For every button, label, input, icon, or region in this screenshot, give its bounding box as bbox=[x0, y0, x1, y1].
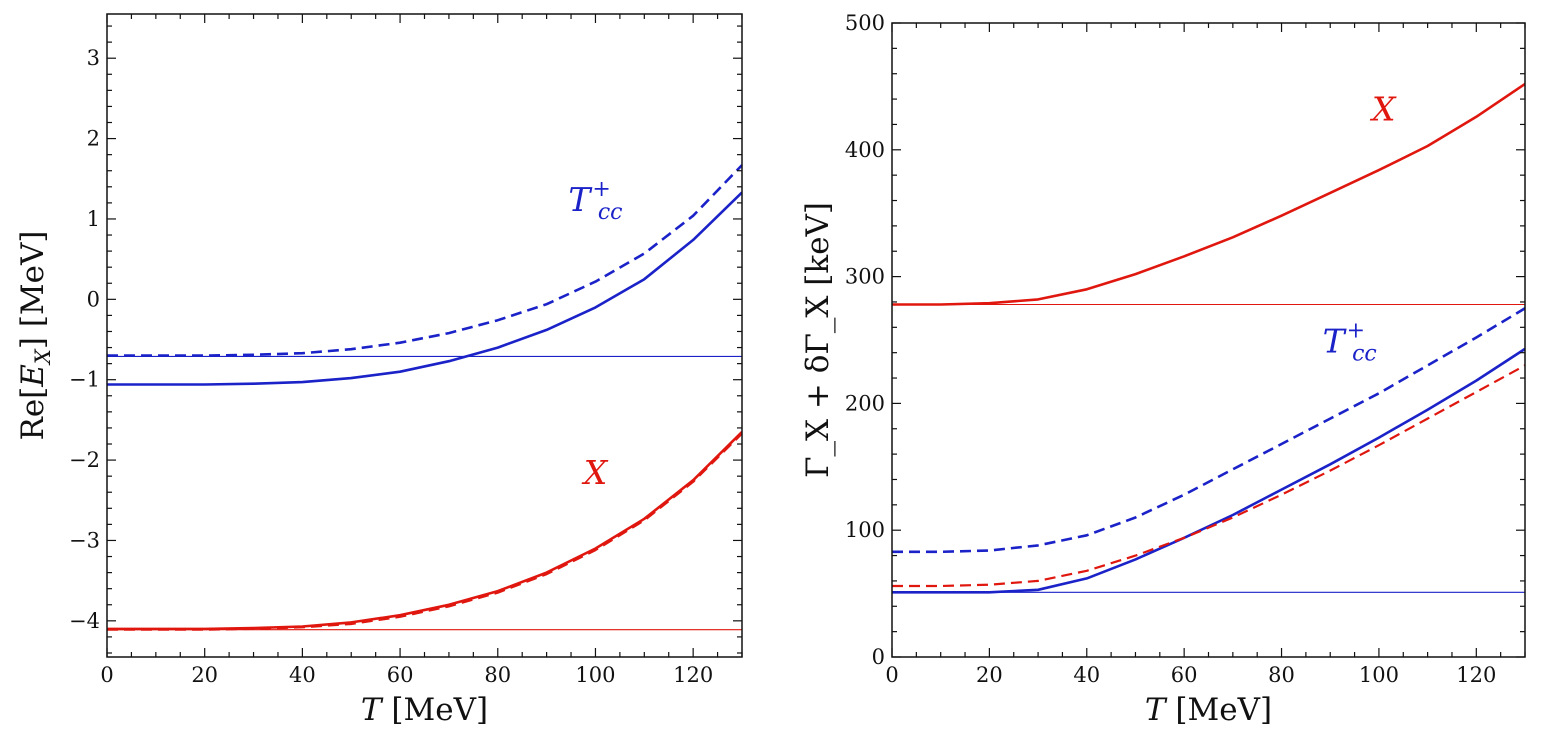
x-tick-label: 60 bbox=[1171, 663, 1198, 687]
series-label-x: X bbox=[581, 453, 609, 492]
x-axis-title: T [MeV] bbox=[361, 692, 488, 728]
x-tick-label: 100 bbox=[575, 663, 615, 687]
series-line-x-solid bbox=[107, 430, 742, 631]
series-line-tcc-solid bbox=[107, 191, 742, 386]
y-tick-label: 300 bbox=[845, 265, 885, 289]
series-label-tcc: T+ cc bbox=[1323, 319, 1377, 367]
y-axis-title: Re[EX] [MeV] bbox=[15, 231, 55, 441]
y-tick-label: −4 bbox=[69, 609, 100, 633]
y-axis-title: Γ_X + δΓ_X [keV] bbox=[800, 202, 836, 478]
x-tick-label: 80 bbox=[1268, 663, 1295, 687]
y-tick-label: 3 bbox=[87, 46, 100, 70]
series-label-tcc: T+ cc bbox=[568, 177, 622, 225]
y-tick-label: 400 bbox=[845, 138, 885, 162]
x-tick-label: 0 bbox=[100, 663, 113, 687]
series-label-x: X bbox=[1369, 90, 1397, 129]
y-tick-label: −2 bbox=[69, 448, 100, 472]
y-tick-label: 500 bbox=[845, 11, 885, 35]
y-tick-label: 100 bbox=[845, 518, 885, 542]
x-tick-label: 80 bbox=[484, 663, 511, 687]
x-tick-label: 40 bbox=[289, 663, 316, 687]
plot-frame bbox=[891, 22, 1526, 658]
x-tick-label: 120 bbox=[1456, 663, 1496, 687]
right-panel-width: 0 20 40 60 80 100 120 0 100 200 300 400 500 T [MeV] Γ_… bbox=[800, 11, 1526, 728]
left-panel-energy: 0 20 40 60 80 100 120 −4 −3 −2 −1 0 1 2 3 T [MeV] Re[EX]… bbox=[15, 13, 743, 728]
x-tick-label: 120 bbox=[673, 663, 713, 687]
x-tick-label: 0 bbox=[885, 663, 898, 687]
x-tick-label: 40 bbox=[1073, 663, 1100, 687]
x-tick-label: 20 bbox=[191, 663, 218, 687]
plot-area bbox=[107, 164, 742, 631]
x-tick-label: 60 bbox=[387, 663, 414, 687]
y-tick-label: 200 bbox=[845, 391, 885, 415]
series-line-tcc-solid bbox=[892, 347, 1525, 594]
y-tick-label: 2 bbox=[87, 127, 100, 151]
series-line-x-solid bbox=[892, 82, 1525, 306]
plot-area bbox=[892, 82, 1525, 594]
series-line-tcc-dashed bbox=[107, 164, 742, 357]
y-tick-label: −1 bbox=[69, 368, 100, 392]
y-tick-label: 0 bbox=[87, 287, 100, 311]
series-line-x-dashed bbox=[892, 364, 1525, 588]
x-tick-label: 100 bbox=[1359, 663, 1399, 687]
y-tick-label: 1 bbox=[87, 207, 100, 231]
plot-frame bbox=[106, 13, 743, 658]
series-line-x-dashed bbox=[107, 432, 742, 631]
y-tick-label: 0 bbox=[872, 645, 885, 669]
y-tick-label: −3 bbox=[69, 528, 100, 552]
x-tick-label: 20 bbox=[976, 663, 1003, 687]
x-axis-title: T [MeV] bbox=[1145, 692, 1272, 728]
series-line-tcc-dashed bbox=[892, 307, 1525, 554]
